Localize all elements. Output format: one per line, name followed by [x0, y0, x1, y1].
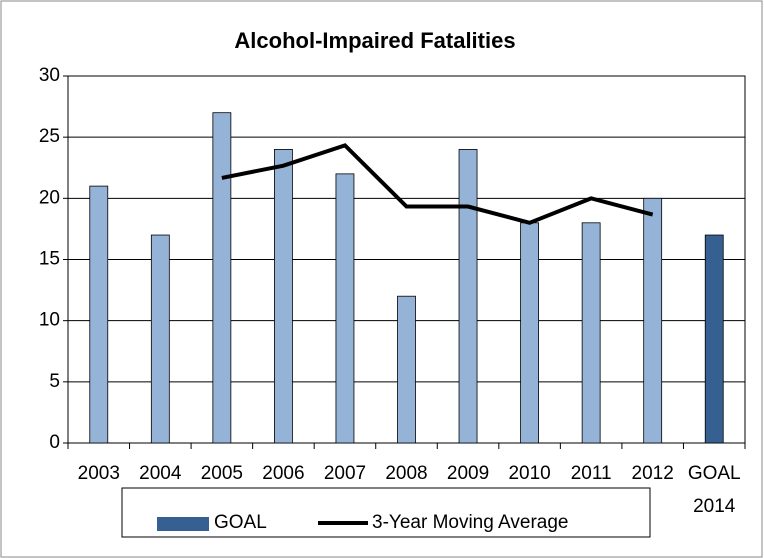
- x-tick-label: 2008: [385, 463, 428, 484]
- chart-title: Alcohol-Impaired Fatalities: [234, 28, 515, 53]
- legend-label: 3-Year Moving Average: [372, 512, 568, 533]
- bar: [520, 222, 539, 444]
- y-tick-label: 30: [39, 65, 60, 86]
- x-tick-label: 2005: [200, 463, 243, 484]
- x-tick-label: 2003: [77, 463, 120, 484]
- bar: [704, 234, 724, 444]
- x-tick-label: 2007: [323, 463, 367, 484]
- bar: [89, 185, 109, 444]
- bar: [335, 173, 355, 444]
- x-tick-label: 2012: [631, 463, 674, 484]
- y-tick-label: 10: [39, 310, 60, 331]
- bar: [458, 148, 478, 444]
- legend-swatch: [157, 517, 209, 531]
- bar: [150, 234, 170, 444]
- x-tick-label: 2004: [139, 463, 182, 484]
- y-tick-label: 0: [49, 432, 60, 453]
- y-tick-label: 25: [39, 126, 60, 147]
- x-tick-label: 2009: [446, 463, 490, 484]
- bar: [643, 197, 663, 444]
- x-tick-label: 2011: [570, 463, 612, 484]
- bar: [274, 148, 293, 444]
- y-tick-label: 20: [39, 187, 60, 208]
- moving-average-line: [221, 143, 654, 225]
- x-tick-label: GOAL 2014: [687, 463, 741, 517]
- bar: [212, 112, 232, 444]
- bar: [397, 295, 416, 444]
- y-tick-label: 5: [49, 371, 60, 392]
- x-tick-label: 2010: [508, 463, 551, 484]
- legend-label: GOAL: [214, 512, 267, 533]
- legend-box: [121, 487, 651, 538]
- y-tick-label: 15: [39, 249, 60, 270]
- x-tick-label: 2006: [262, 463, 305, 484]
- bar: [581, 222, 601, 444]
